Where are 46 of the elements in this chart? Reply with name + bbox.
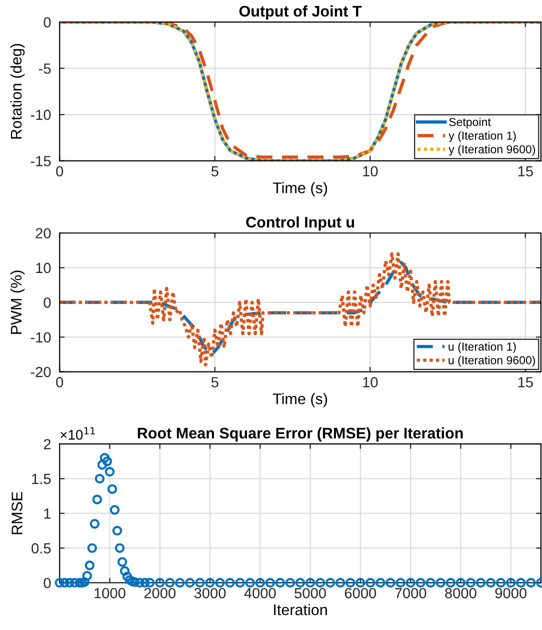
text: ×10$^{11}$ [60,427,95,440]
x-tick-label: 5000 [294,588,326,598]
x-tick-label: 15 [518,166,533,176]
y-tick-label: -15 [30,156,51,166]
x-tick-label: 10 [363,166,378,176]
y-tick-label: 1.5 [32,474,51,484]
y-tick-label: -10 [30,332,51,343]
x-tick-label: 10 [363,377,378,388]
legend-label: y (Iteration 1) [448,131,516,142]
y-tick-label: 10 [36,262,51,274]
x-axis-title: Iteration [274,604,327,616]
y-tick-label: 2 [44,439,51,450]
y-tick-label: -20 [30,366,51,378]
x-tick-label: 7000 [395,588,426,598]
legend-label: Setpoint [449,118,491,128]
y-tick-label: 0 [44,17,51,28]
x-tick-label: 8000 [445,588,476,598]
legend-label: u (Iteration 1) [448,342,516,353]
y-tick-label: -10 [30,110,51,120]
chart-title: Output of Joint T [239,5,362,20]
y-tick-label: 0 [44,578,51,588]
x-tick-label: 15 [518,377,533,388]
y-tick-label: 0.5 [32,543,51,554]
chart-title: Root Mean Square Error (RMSE) per Iteration [138,427,463,442]
y-axis-title: Rotation (deg) [10,44,25,139]
x-axis-title: Time (s) [272,182,328,196]
x-tick-label: 5 [211,377,218,388]
y-tick-label: -5 [38,64,51,74]
x-tick-label: 0 [56,377,64,388]
y-axis-title: RMSE [12,492,22,534]
y-tick-label: 1 [44,508,51,519]
x-tick-label: 4000 [244,588,276,598]
y-tick-label: 20 [36,228,51,238]
y-tick-label: 0 [44,298,51,308]
x-tick-label: 1000 [94,588,126,598]
y-axis-title: PWM (%) [10,270,25,334]
x-tick-label: 2000 [144,588,176,598]
x-tick-label: 3000 [194,588,226,598]
x-tick-label: 6000 [344,588,376,598]
x-axis-title: Time (s) [272,393,328,408]
x-tick-label: 9000 [495,588,526,598]
chart-title: Control Input u [246,216,354,231]
x-tick-label: 0 [56,166,64,176]
legend-label: u (Iteration 9600) [448,356,536,367]
legend-label: y (Iteration 9600) [448,144,536,156]
x-tick-label: 5 [211,166,218,176]
